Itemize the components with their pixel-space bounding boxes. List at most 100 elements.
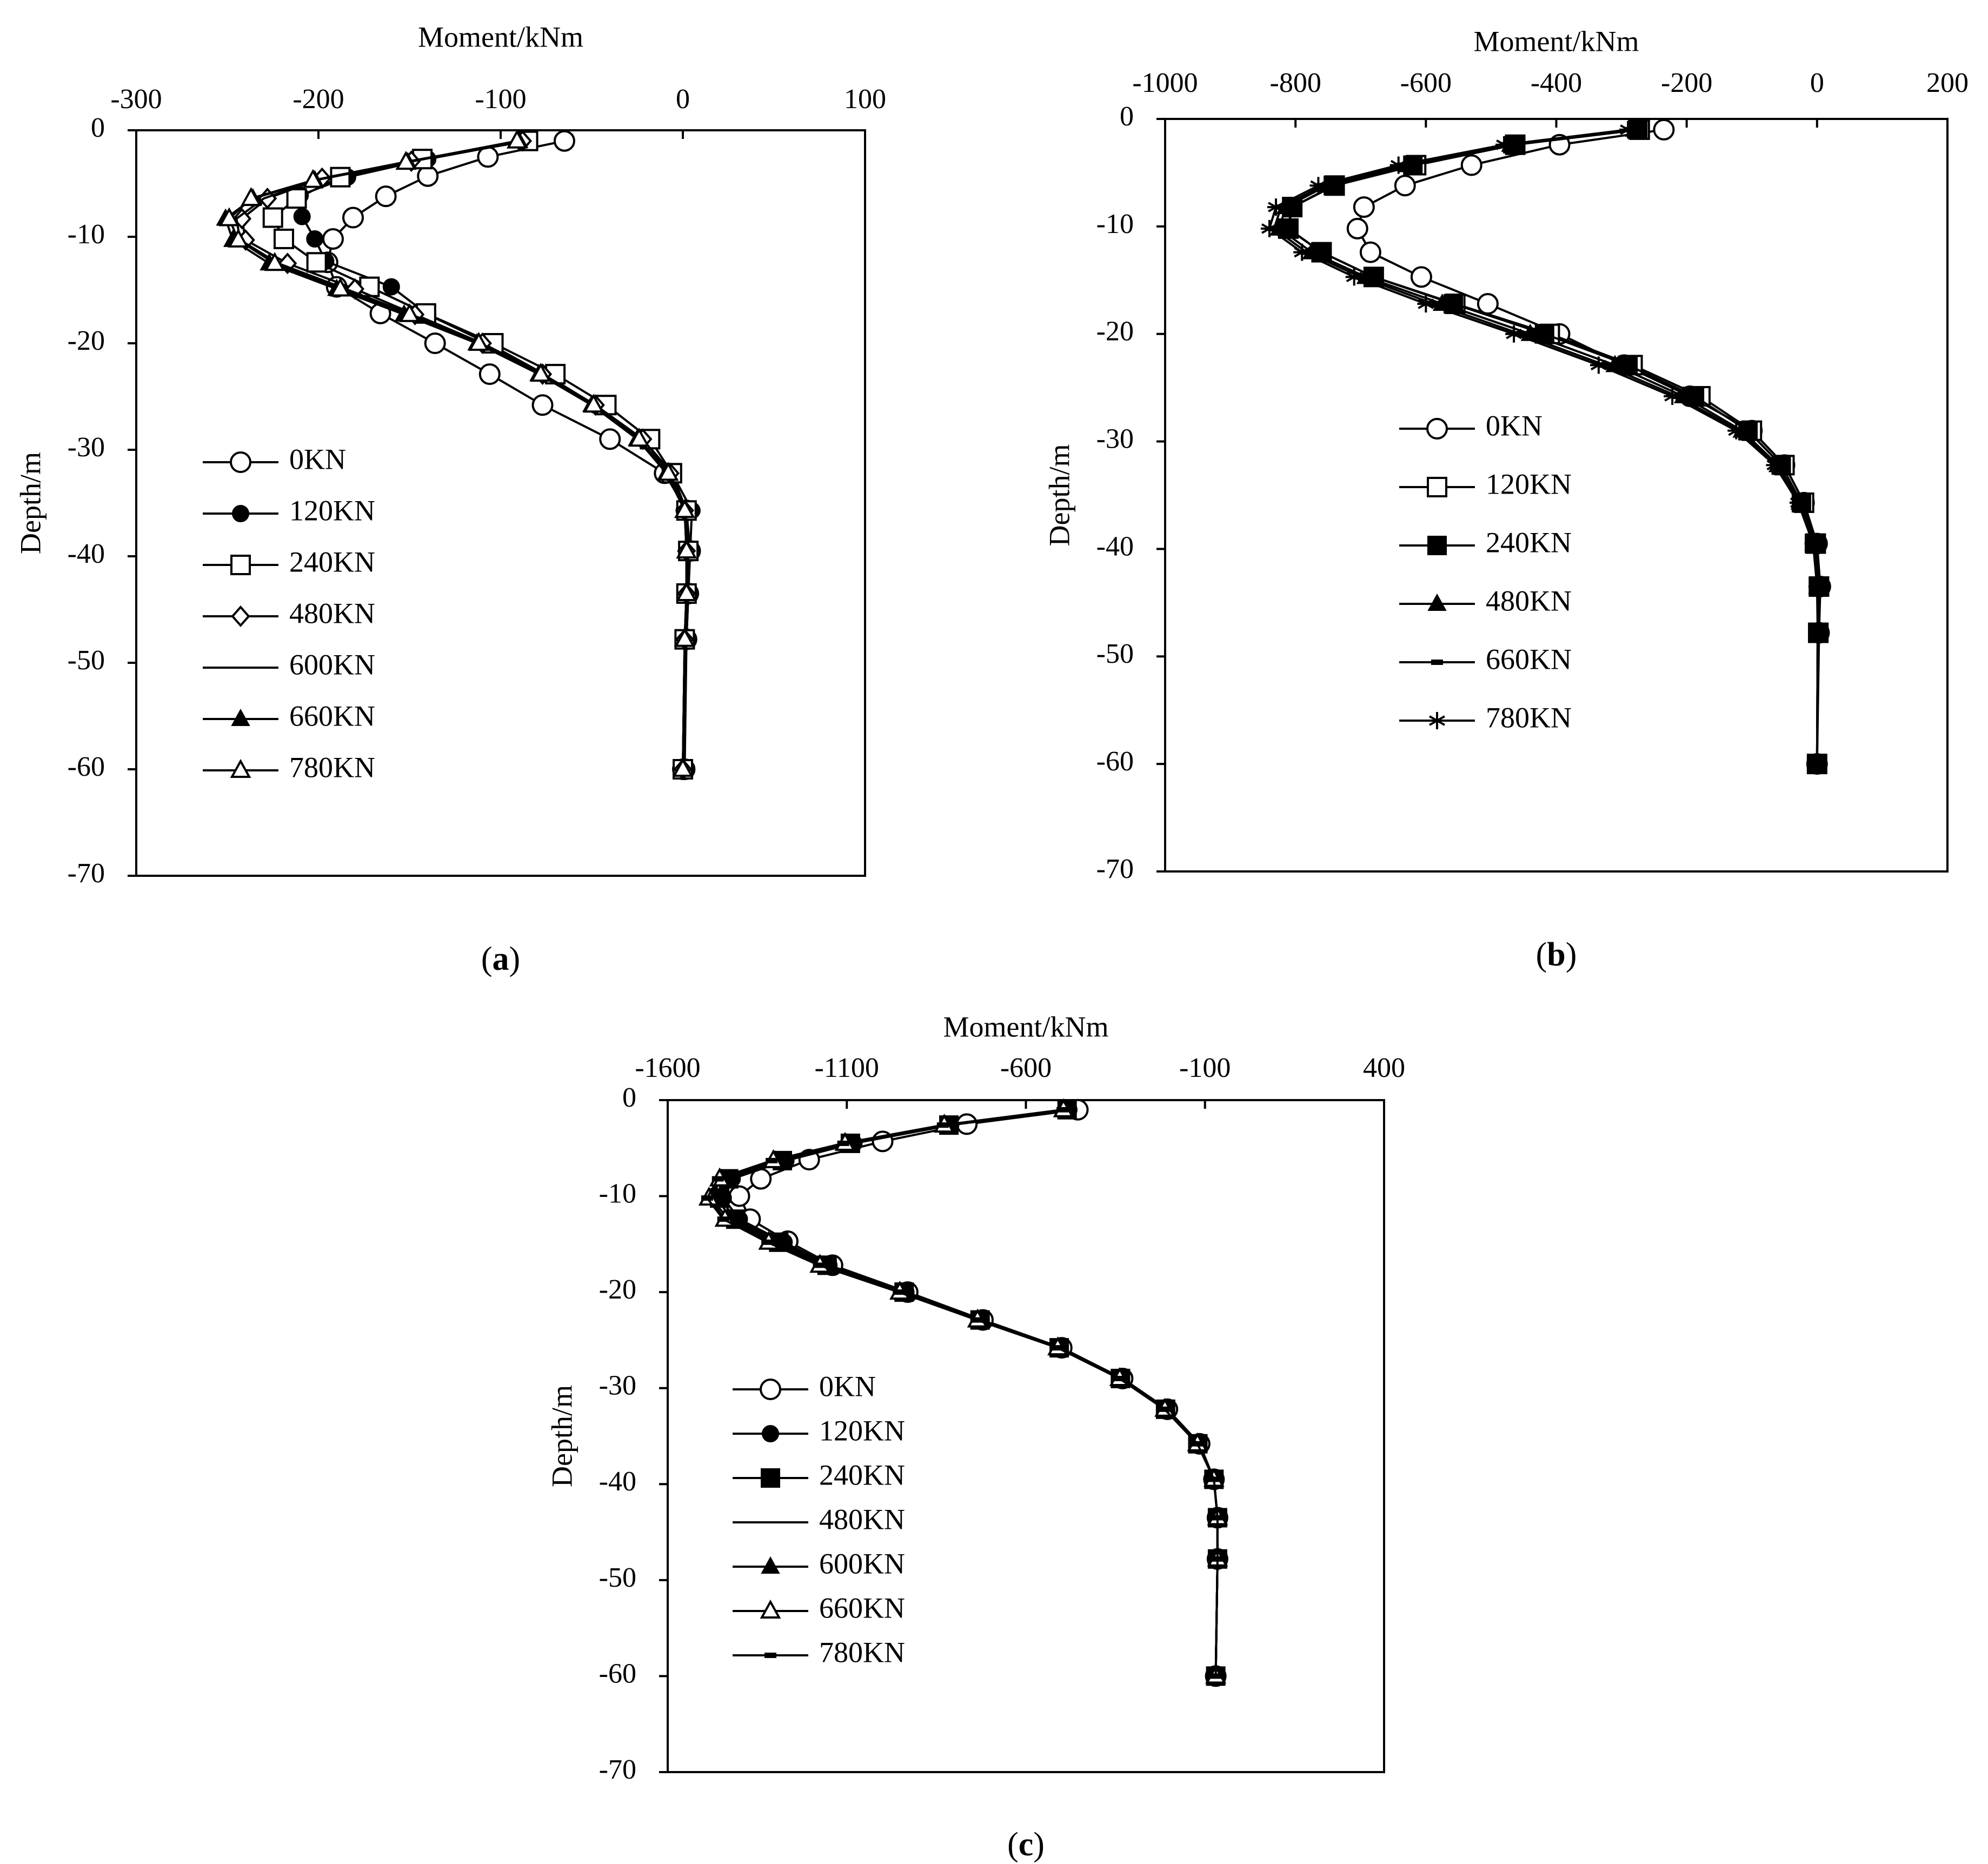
data-point xyxy=(1766,456,1784,474)
data-point xyxy=(1727,422,1745,440)
data-point xyxy=(1211,1556,1224,1562)
y-tick-label: -50 xyxy=(68,645,105,676)
y-tick-label: -20 xyxy=(599,1274,636,1305)
data-point xyxy=(761,1239,774,1245)
legend-label: 480KN xyxy=(289,597,375,629)
x-axis-title: Moment/kNm xyxy=(943,1010,1109,1043)
data-point xyxy=(1808,578,1826,596)
y-tick-label: 0 xyxy=(1120,101,1134,132)
caption-close-paren: ) xyxy=(509,941,521,977)
legend-label: 0KN xyxy=(1486,409,1542,442)
x-axis-title: Moment/kNm xyxy=(1474,25,1639,57)
x-tick-label: 100 xyxy=(844,84,886,115)
data-point xyxy=(1809,624,1827,642)
data-point xyxy=(306,252,327,273)
x-axis-title: Moment/kNm xyxy=(418,21,583,53)
x-tick-label: 200 xyxy=(1926,68,1969,98)
data-point xyxy=(1158,1406,1171,1412)
y-tick-label: 0 xyxy=(91,112,105,143)
data-point xyxy=(1208,1476,1220,1482)
data-point xyxy=(228,228,249,248)
data-point xyxy=(712,1176,724,1182)
legend-marker xyxy=(1431,660,1443,665)
data-point xyxy=(1267,198,1285,216)
y-tick-label: -10 xyxy=(68,219,105,250)
panel-caption: (c) xyxy=(1007,1826,1045,1863)
data-point xyxy=(1789,494,1807,511)
legend-label: 660KN xyxy=(1486,643,1572,675)
legend-marker xyxy=(762,1425,779,1442)
y-tick-label: -30 xyxy=(599,1370,636,1401)
x-tick-label: -400 xyxy=(1531,68,1582,98)
x-tick-label: 400 xyxy=(1363,1053,1405,1083)
legend-marker xyxy=(230,555,251,575)
data-point xyxy=(599,428,621,450)
data-point xyxy=(628,428,650,447)
y-tick-label: -30 xyxy=(68,432,105,463)
data-point xyxy=(766,1157,778,1163)
data-point xyxy=(399,303,420,322)
legend-marker xyxy=(230,451,251,473)
y-tick-label: -60 xyxy=(599,1658,636,1689)
data-point xyxy=(553,130,575,152)
y-tick-label: -60 xyxy=(1096,746,1134,777)
x-tick-label: -200 xyxy=(292,84,344,115)
data-point xyxy=(1808,755,1826,773)
y-tick-label: -40 xyxy=(599,1466,636,1497)
legend-marker xyxy=(761,1556,780,1574)
data-point xyxy=(1505,325,1523,343)
caption-close-paren: ) xyxy=(1566,936,1577,973)
legend-marker xyxy=(760,1599,781,1619)
y-tick-label: -70 xyxy=(599,1754,636,1785)
legend-label: 240KN xyxy=(819,1459,905,1491)
legend-label: 780KN xyxy=(819,1636,905,1668)
data-point xyxy=(302,169,324,188)
data-point xyxy=(583,394,604,413)
chart-panel-a: Moment/kNm -300 -200 -100 0 100 0 -10 -20 -30 -40 -… xyxy=(14,21,886,977)
data-point xyxy=(657,462,679,481)
legend-label: 600KN xyxy=(819,1547,905,1580)
data-point xyxy=(1495,136,1513,154)
data-point xyxy=(717,1216,729,1222)
y-tick-label: -40 xyxy=(68,538,105,569)
legend-marker xyxy=(1427,593,1447,611)
y-axis-title: Depth/m xyxy=(1043,444,1075,547)
x-tick-label: 0 xyxy=(676,84,690,115)
data-point xyxy=(330,277,351,297)
legend-marker xyxy=(1427,477,1447,497)
data-point xyxy=(264,252,285,271)
x-tick-label: -1000 xyxy=(1132,68,1198,98)
data-point xyxy=(218,207,240,227)
y-tick-label: -70 xyxy=(68,858,105,889)
data-point xyxy=(306,230,324,248)
data-point xyxy=(1653,118,1675,141)
series-780kn xyxy=(218,129,697,777)
legend-marker xyxy=(232,505,249,522)
legend-label: 660KN xyxy=(819,1592,905,1624)
data-point xyxy=(531,394,554,416)
y-tick-label: -20 xyxy=(1096,316,1134,347)
data-point xyxy=(1394,175,1416,197)
legend-marker xyxy=(761,1468,780,1488)
legend-marker xyxy=(231,708,250,726)
data-point xyxy=(1389,156,1407,174)
y-axis-title: Depth/m xyxy=(546,1385,578,1487)
data-point xyxy=(1353,196,1375,218)
data-point xyxy=(330,167,351,188)
legend-marker xyxy=(1427,536,1447,555)
data-point xyxy=(375,185,397,208)
data-point xyxy=(1804,535,1822,552)
chart-panel-b: Moment/kNm -1000 -800 -600 -400 -200 0 200 0 -10 -… xyxy=(1043,25,1969,973)
legend-label: 120KN xyxy=(819,1414,905,1447)
legend-label: 600KN xyxy=(289,648,375,681)
legend-label: 480KN xyxy=(819,1503,905,1535)
panel-caption: (b) xyxy=(1536,936,1577,973)
y-tick-label: 0 xyxy=(622,1082,636,1113)
y-tick-label: -30 xyxy=(1096,424,1134,455)
y-tick-label: -40 xyxy=(1096,531,1134,562)
data-point xyxy=(1260,219,1278,237)
data-point xyxy=(676,540,697,559)
y-axis-title: Depth/m xyxy=(14,452,46,554)
y-tick-label: -60 xyxy=(68,751,105,782)
